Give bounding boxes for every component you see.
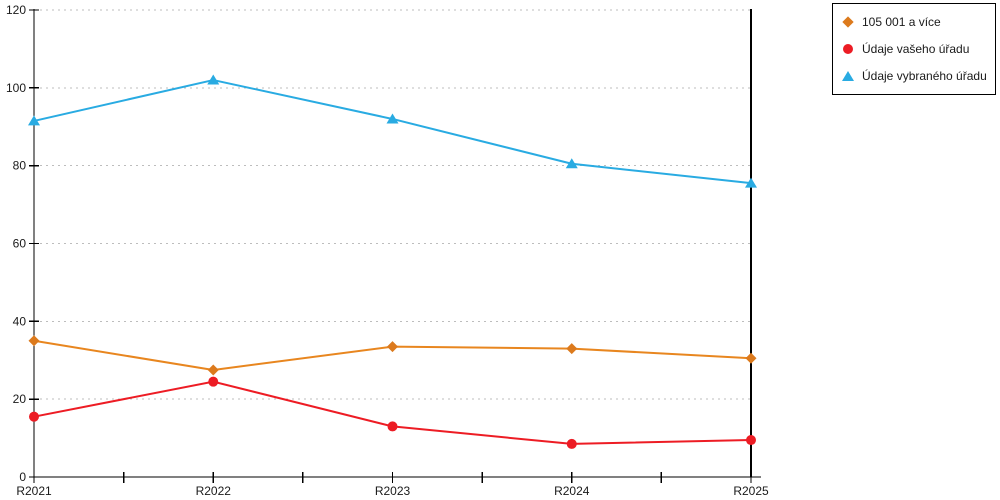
legend-label: Údaje vašeho úřadu bbox=[862, 41, 970, 56]
data-point-circle bbox=[29, 411, 39, 422]
x-tick-label: R2022 bbox=[196, 484, 232, 498]
y-tick-label: 100 bbox=[6, 81, 26, 95]
data-point-triangle bbox=[207, 74, 220, 85]
series-line-triangle bbox=[33, 79, 752, 185]
diamond-marker-icon bbox=[842, 16, 854, 28]
circle-marker-icon bbox=[843, 43, 853, 54]
x-tick-label: R2023 bbox=[375, 484, 411, 498]
data-point-triangle bbox=[28, 115, 40, 126]
legend: 105 001 a více Údaje vašeho úřadu Údaje … bbox=[832, 3, 996, 95]
data-point-diamond bbox=[207, 364, 219, 376]
x-tick-label: R2021 bbox=[16, 484, 52, 498]
legend-item: 105 001 a více bbox=[841, 16, 987, 28]
y-tick-label: 80 bbox=[13, 159, 27, 173]
y-tick-label: 20 bbox=[13, 392, 27, 406]
legend-item: Údaje vašeho úřadu bbox=[841, 43, 987, 55]
data-point-diamond bbox=[566, 343, 578, 355]
x-tick-label: R2024 bbox=[554, 484, 590, 498]
data-point-circle bbox=[208, 376, 219, 387]
y-tick-label: 120 bbox=[6, 3, 26, 17]
data-point-circle bbox=[746, 435, 756, 446]
data-point-diamond bbox=[745, 352, 757, 364]
data-point-diamond bbox=[387, 341, 398, 353]
triangle-marker-icon bbox=[842, 70, 854, 81]
x-tick-label: R2025 bbox=[733, 484, 769, 498]
legend-label: 105 001 a více bbox=[862, 15, 941, 30]
data-point-triangle bbox=[386, 113, 399, 124]
legend-item: Údaje vybraného úřadu bbox=[841, 70, 987, 82]
y-tick-label: 40 bbox=[13, 314, 27, 328]
data-point-circle bbox=[387, 421, 398, 432]
legend-label: Údaje vybraného úřadu bbox=[862, 68, 987, 83]
data-point-triangle bbox=[565, 158, 578, 169]
series-line-circle bbox=[33, 380, 752, 445]
data-point-circle bbox=[566, 438, 577, 449]
y-tick-label: 60 bbox=[13, 237, 27, 251]
data-point-diamond bbox=[28, 335, 40, 347]
data-point-triangle bbox=[745, 177, 757, 188]
y-tick-label: 0 bbox=[19, 470, 26, 484]
